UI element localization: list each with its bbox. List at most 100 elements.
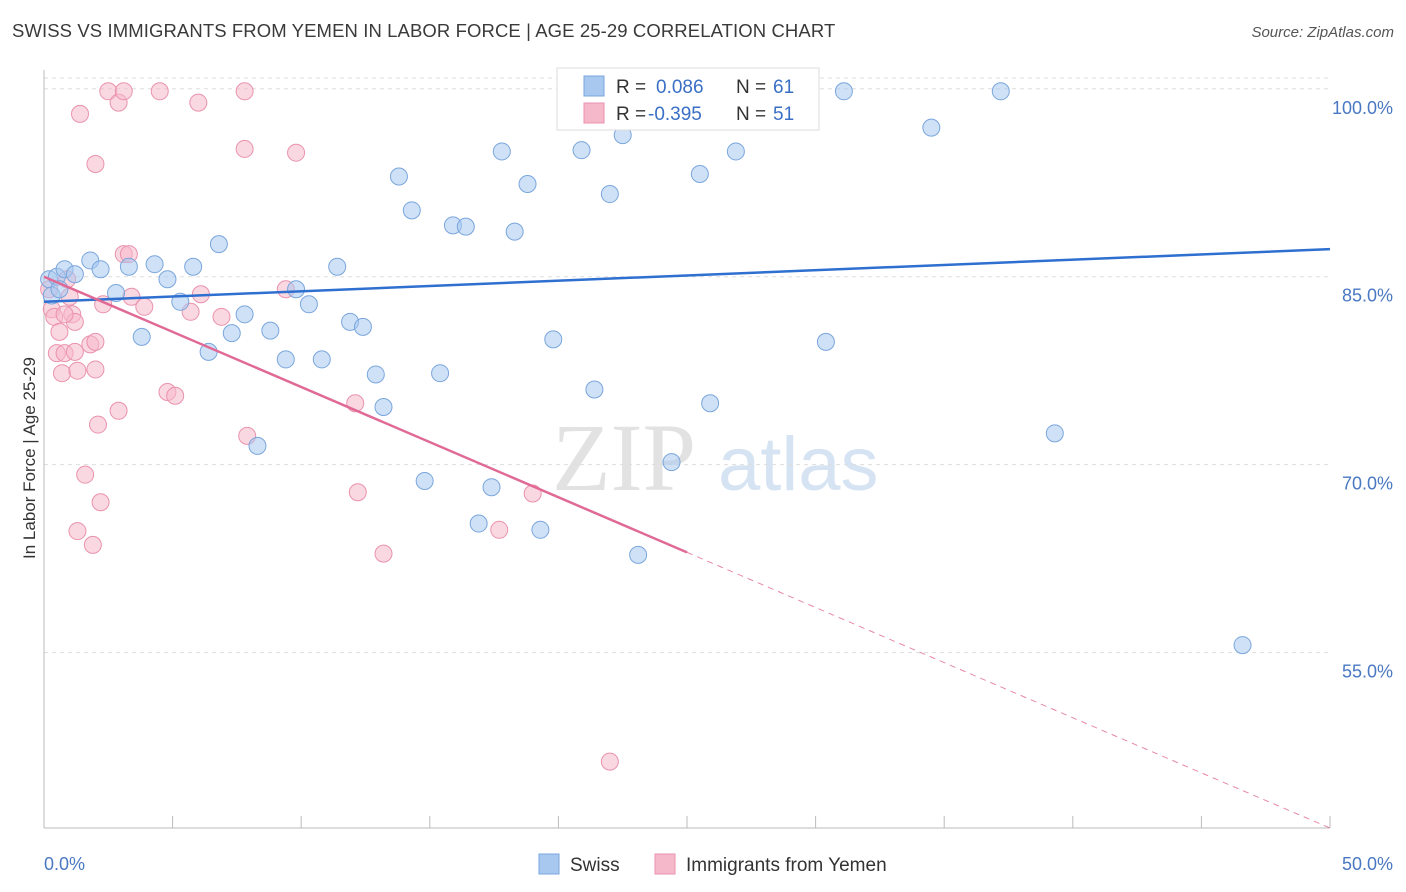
y-tick-labels: 55.0% 70.0% 85.0% 100.0%	[1332, 98, 1393, 682]
yemen-point	[91, 493, 110, 512]
yemen-point	[86, 360, 105, 379]
yemen-point	[68, 361, 87, 380]
swiss-point	[518, 175, 537, 194]
legend-swatch-yemen	[583, 102, 605, 124]
swiss-point	[353, 317, 372, 336]
swiss-point	[415, 471, 434, 490]
swiss-point	[585, 380, 604, 399]
yemen-point	[490, 520, 509, 539]
yemen-point	[86, 332, 105, 351]
yemen-point	[235, 139, 254, 158]
yemen-point	[53, 364, 72, 383]
x-tick-label: 50.0%	[1342, 854, 1393, 874]
swiss-point	[482, 478, 501, 497]
grid-lines	[44, 77, 1330, 654]
swiss-point	[248, 436, 267, 455]
legend-r-value-yemen: -0.395	[648, 104, 702, 125]
chart-source: Source: ZipAtlas.com	[1251, 24, 1394, 41]
yemen-point	[65, 342, 84, 361]
yemen-point	[76, 465, 95, 484]
swiss-point	[119, 257, 138, 276]
yemen-trend-extension	[686, 551, 1331, 829]
swiss-point	[431, 364, 450, 383]
yemen-point	[135, 297, 154, 316]
yemen-point	[68, 522, 87, 541]
yemen-point	[235, 82, 254, 101]
legend-swatch-swiss	[583, 75, 605, 97]
yemen-point	[189, 93, 208, 112]
swiss-point	[328, 257, 347, 276]
axes	[43, 70, 1331, 829]
yemen-point	[212, 307, 231, 326]
swiss-point	[107, 284, 126, 303]
swiss-point	[531, 520, 550, 539]
yemen-point	[287, 143, 306, 162]
swiss-point	[701, 394, 720, 413]
legend-n-label-yemen: N =	[736, 104, 766, 125]
swiss-trend-line	[43, 247, 1331, 304]
swiss-point	[469, 514, 488, 533]
swiss-point	[1045, 424, 1064, 443]
swiss-point	[690, 164, 709, 183]
swiss-point	[834, 82, 853, 101]
swiss-point	[816, 332, 835, 351]
yemen-point	[109, 401, 128, 420]
swiss-point	[65, 265, 84, 284]
swiss-point	[492, 142, 511, 161]
swiss-point	[402, 201, 421, 220]
bottom-legend-swatch-yemen	[654, 853, 676, 875]
yemen-point	[374, 544, 393, 563]
bottom-legend-swatch-swiss	[538, 853, 560, 875]
legend-n-value-swiss: 61	[773, 77, 794, 98]
legend-r-label-yemen: R =	[616, 104, 646, 125]
swiss-point	[389, 167, 408, 186]
y-tick-label: 70.0%	[1342, 474, 1393, 494]
y-tick-label: 100.0%	[1332, 98, 1393, 118]
swiss-point	[235, 305, 254, 324]
yemen-point	[86, 154, 105, 173]
yemen-point	[348, 483, 367, 502]
swiss-point	[184, 257, 203, 276]
bottom-legend-label-yemen: Immigrants from Yemen	[686, 855, 887, 876]
swiss-point	[261, 321, 280, 340]
yemen-point	[89, 415, 108, 434]
swiss-point	[726, 142, 745, 161]
y-tick-label: 55.0%	[1342, 662, 1393, 682]
yemen-point	[83, 535, 102, 554]
swiss-point	[158, 270, 177, 289]
swiss-point	[1233, 636, 1252, 655]
swiss-point	[91, 260, 110, 279]
legend-r-label-swiss: R =	[616, 77, 646, 98]
swiss-point	[505, 222, 524, 241]
swiss-point	[600, 185, 619, 204]
legend-r-value-swiss: 0.086	[656, 77, 704, 98]
swiss-point	[312, 350, 331, 369]
data-points	[40, 82, 1252, 771]
yemen-point	[71, 104, 90, 123]
swiss-point	[287, 280, 306, 299]
chart-title: SWISS VS IMMIGRANTS FROM YEMEN IN LABOR …	[12, 20, 836, 41]
trend-lines	[43, 247, 1331, 829]
series-legend: Swiss Immigrants from Yemen	[538, 853, 887, 876]
swiss-point	[145, 255, 164, 274]
swiss-point	[222, 324, 241, 343]
swiss-point	[922, 118, 941, 137]
x-tick-label: 0.0%	[44, 854, 85, 874]
legend-n-label-swiss: N =	[736, 77, 766, 98]
bottom-legend-label-swiss: Swiss	[570, 855, 620, 876]
y-tick-label: 85.0%	[1342, 286, 1393, 306]
yemen-point	[50, 322, 69, 341]
x-tick-labels: 0.0% 50.0%	[44, 854, 1393, 874]
swiss-point	[132, 327, 151, 346]
swiss-point	[662, 453, 681, 472]
swiss-point	[991, 82, 1010, 101]
swiss-point	[209, 235, 228, 254]
swiss-point	[366, 365, 385, 384]
swiss-point	[374, 398, 393, 417]
yemen-point	[600, 752, 619, 771]
swiss-point	[572, 141, 591, 160]
swiss-point	[544, 330, 563, 349]
swiss-point	[276, 350, 295, 369]
swiss-point	[299, 295, 318, 314]
